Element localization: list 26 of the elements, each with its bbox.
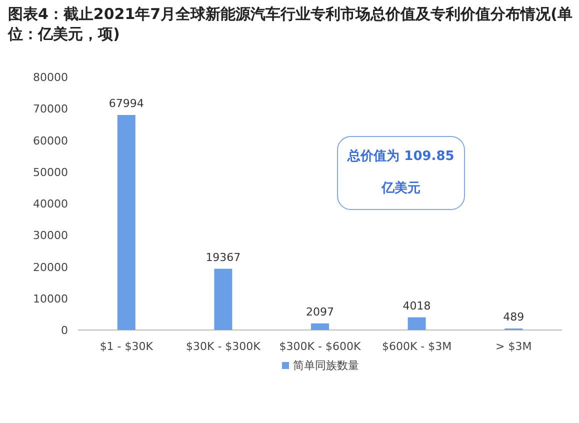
bar bbox=[408, 317, 426, 330]
x-tick-label: $300K - $600K bbox=[279, 340, 362, 353]
x-tick-label: $30K - $300K bbox=[186, 340, 262, 353]
x-tick-label: $600K - $3M bbox=[382, 340, 452, 353]
bar bbox=[117, 114, 136, 330]
y-tick-label: 20000 bbox=[33, 260, 68, 274]
bar bbox=[214, 268, 232, 330]
text: 总价值为 109.85 亿美元 bbox=[348, 149, 454, 196]
y-tick-label: 70000 bbox=[33, 102, 68, 116]
x-tick-label: $1 - $30K bbox=[100, 340, 154, 353]
data-label: 489 bbox=[503, 310, 524, 324]
chart-title: 图表4：截止2021年7月全球新能源汽车行业专利市场总价值及专利价值分布情况(单位：亿美元，项) bbox=[8, 4, 573, 44]
data-label: 4018 bbox=[402, 299, 431, 312]
y-tick-label: 60000 bbox=[33, 134, 68, 148]
y-tick-label: 40000 bbox=[33, 198, 68, 210]
legend-label: 简单同族数量 bbox=[293, 359, 359, 372]
data-label: 67994 bbox=[108, 96, 144, 110]
data-label: 19367 bbox=[206, 250, 241, 264]
y-tick-label: 80000 bbox=[33, 71, 68, 84]
x-tick-label: > $3M bbox=[496, 340, 532, 353]
bar bbox=[311, 323, 329, 330]
y-tick-label: 30000 bbox=[33, 229, 68, 242]
y-tick-label: 0 bbox=[61, 324, 68, 337]
y-tick-label: 10000 bbox=[33, 292, 68, 306]
y-tick-label: 50000 bbox=[33, 166, 68, 179]
data-label: 2097 bbox=[306, 305, 334, 318]
